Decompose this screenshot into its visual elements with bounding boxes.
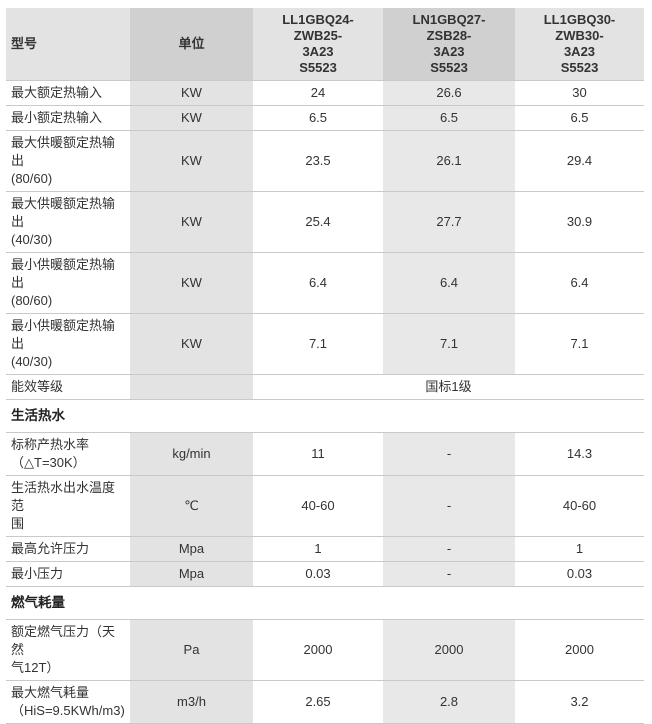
section-title: 燃气耗量 <box>6 586 644 620</box>
row-label-cell: 最大供暖额定热输出 (40/30) <box>6 191 130 253</box>
unit-cell: KW <box>130 105 253 131</box>
value-cell: 2.8 <box>383 680 515 724</box>
value-cell: 2000 <box>253 619 383 681</box>
row-label-cell: 最大燃气耗量 （HiS=9.5KWh/m3) <box>6 680 130 724</box>
unit-column-header: 单位 <box>130 8 253 81</box>
merged-value-cell: 国标1级 <box>253 374 644 400</box>
model-3-header: LL1GBQ30- ZWB30- 3A23 S5523 <box>515 8 644 81</box>
table-row: 能效等级 国标1级 <box>6 374 644 400</box>
table-row: 最大额定热输入 KW 24 26.6 30 <box>6 80 644 106</box>
row-label-cell: 最小供暖额定热输出 (80/60) <box>6 252 130 314</box>
table-row: 最高允许压力 Mpa 1-1 <box>6 536 644 562</box>
unit-cell: KW <box>130 130 253 192</box>
value-cell: 0.03 <box>253 561 383 587</box>
value-cell: - <box>383 475 515 537</box>
value-cell: 26.1 <box>383 130 515 192</box>
value-cell: 7.1 <box>253 313 383 375</box>
unit-cell: KW <box>130 191 253 253</box>
value-cell: 1 <box>515 536 644 562</box>
value-cell: - <box>383 536 515 562</box>
section-title: 生活热水 <box>6 399 644 433</box>
table-row: 最大供暖额定热输出 (80/60) KW 23.5 26.1 29.4 <box>6 130 644 192</box>
value-cell: 23.5 <box>253 130 383 192</box>
value-cell: - <box>383 561 515 587</box>
row-label-cell: 最大额定热输入 <box>6 80 130 106</box>
model-column-header: 型号 <box>6 8 130 81</box>
value-cell: 30.9 <box>515 191 644 253</box>
row-label-cell: 最高允许压力 <box>6 536 130 562</box>
unit-cell: Mpa <box>130 561 253 587</box>
table-row: 额定燃气压力（天然 气12T） Pa 2000 2000 2000 <box>6 619 644 681</box>
value-cell: 6.4 <box>515 252 644 314</box>
value-cell: 40-60 <box>253 475 383 537</box>
value-cell: 29.4 <box>515 130 644 192</box>
value-cell: 6.4 <box>253 252 383 314</box>
unit-cell: KW <box>130 80 253 106</box>
table-row: 最小供暖额定热输出 (40/30) KW 7.1 7.1 7.1 <box>6 313 644 375</box>
spec-table-head: 型号 单位 LL1GBQ24- ZWB25- 3A23 S5523 LN1GBQ… <box>6 8 644 81</box>
unit-cell: Mpa <box>130 536 253 562</box>
table-row: 最小压力 Mpa 0.03-0.03 <box>6 561 644 587</box>
value-cell: 6.5 <box>515 105 644 131</box>
value-cell: 0.03 <box>515 561 644 587</box>
value-cell: 30 <box>515 80 644 106</box>
unit-cell: Pa <box>130 619 253 681</box>
unit-cell: KW <box>130 252 253 314</box>
table-row: 最大燃气耗量 （HiS=9.5KWh/m3) m3/h 2.65 2.8 3.2 <box>6 680 644 724</box>
table-row: 最大供暖额定热输出 (40/30) KW 25.4 27.7 30.9 <box>6 191 644 253</box>
spec-page: 型号 单位 LL1GBQ24- ZWB25- 3A23 S5523 LN1GBQ… <box>6 8 644 724</box>
spec-table-body: 最大额定热输入 KW 24 26.6 30 最小额定热输入 KW 6.5 6.5 6.5 最大供暖额… <box>6 80 644 724</box>
unit-cell: KW <box>130 313 253 375</box>
unit-cell: ℃ <box>130 475 253 537</box>
unit-cell: m3/h <box>130 680 253 724</box>
table-row: 生活热水出水温度范 围 ℃ 40-60-40-60 <box>6 475 644 537</box>
value-cell: 40-60 <box>515 475 644 537</box>
value-cell: 2000 <box>383 619 515 681</box>
value-cell: 6.5 <box>253 105 383 131</box>
value-cell: 6.5 <box>383 105 515 131</box>
value-cell: 14.3 <box>515 432 644 476</box>
value-cell: 25.4 <box>253 191 383 253</box>
section-row: 燃气耗量 <box>6 586 644 620</box>
model-2-header: LN1GBQ27- ZSB28- 3A23 S5523 <box>383 8 515 81</box>
row-label-cell: 生活热水出水温度范 围 <box>6 475 130 537</box>
value-cell: 6.4 <box>383 252 515 314</box>
value-cell: - <box>383 432 515 476</box>
value-cell: 7.1 <box>383 313 515 375</box>
row-label-cell: 额定燃气压力（天然 气12T） <box>6 619 130 681</box>
value-cell: 7.1 <box>515 313 644 375</box>
row-label-cell: 能效等级 <box>6 374 130 400</box>
value-cell: 27.7 <box>383 191 515 253</box>
value-cell: 2000 <box>515 619 644 681</box>
section-row: 生活热水 <box>6 399 644 433</box>
table-row: 最小额定热输入 KW 6.5 6.5 6.5 <box>6 105 644 131</box>
value-cell: 24 <box>253 80 383 106</box>
table-row: 最小供暖额定热输出 (80/60) KW 6.4 6.4 6.4 <box>6 252 644 314</box>
value-cell: 1 <box>253 536 383 562</box>
row-label-cell: 最小供暖额定热输出 (40/30) <box>6 313 130 375</box>
row-label-cell: 最小压力 <box>6 561 130 587</box>
row-label-cell: 标称产热水率 （△T=30K） <box>6 432 130 476</box>
header-row: 型号 单位 LL1GBQ24- ZWB25- 3A23 S5523 LN1GBQ… <box>6 8 644 81</box>
value-cell: 26.6 <box>383 80 515 106</box>
table-row: 标称产热水率 （△T=30K） kg/min 11-14.3 <box>6 432 644 476</box>
value-cell: 11 <box>253 432 383 476</box>
value-cell: 3.2 <box>515 680 644 724</box>
value-cell: 2.65 <box>253 680 383 724</box>
row-label-cell: 最小额定热输入 <box>6 105 130 131</box>
unit-cell <box>130 374 253 400</box>
row-label-cell: 最大供暖额定热输出 (80/60) <box>6 130 130 192</box>
model-1-header: LL1GBQ24- ZWB25- 3A23 S5523 <box>253 8 383 81</box>
unit-cell: kg/min <box>130 432 253 476</box>
